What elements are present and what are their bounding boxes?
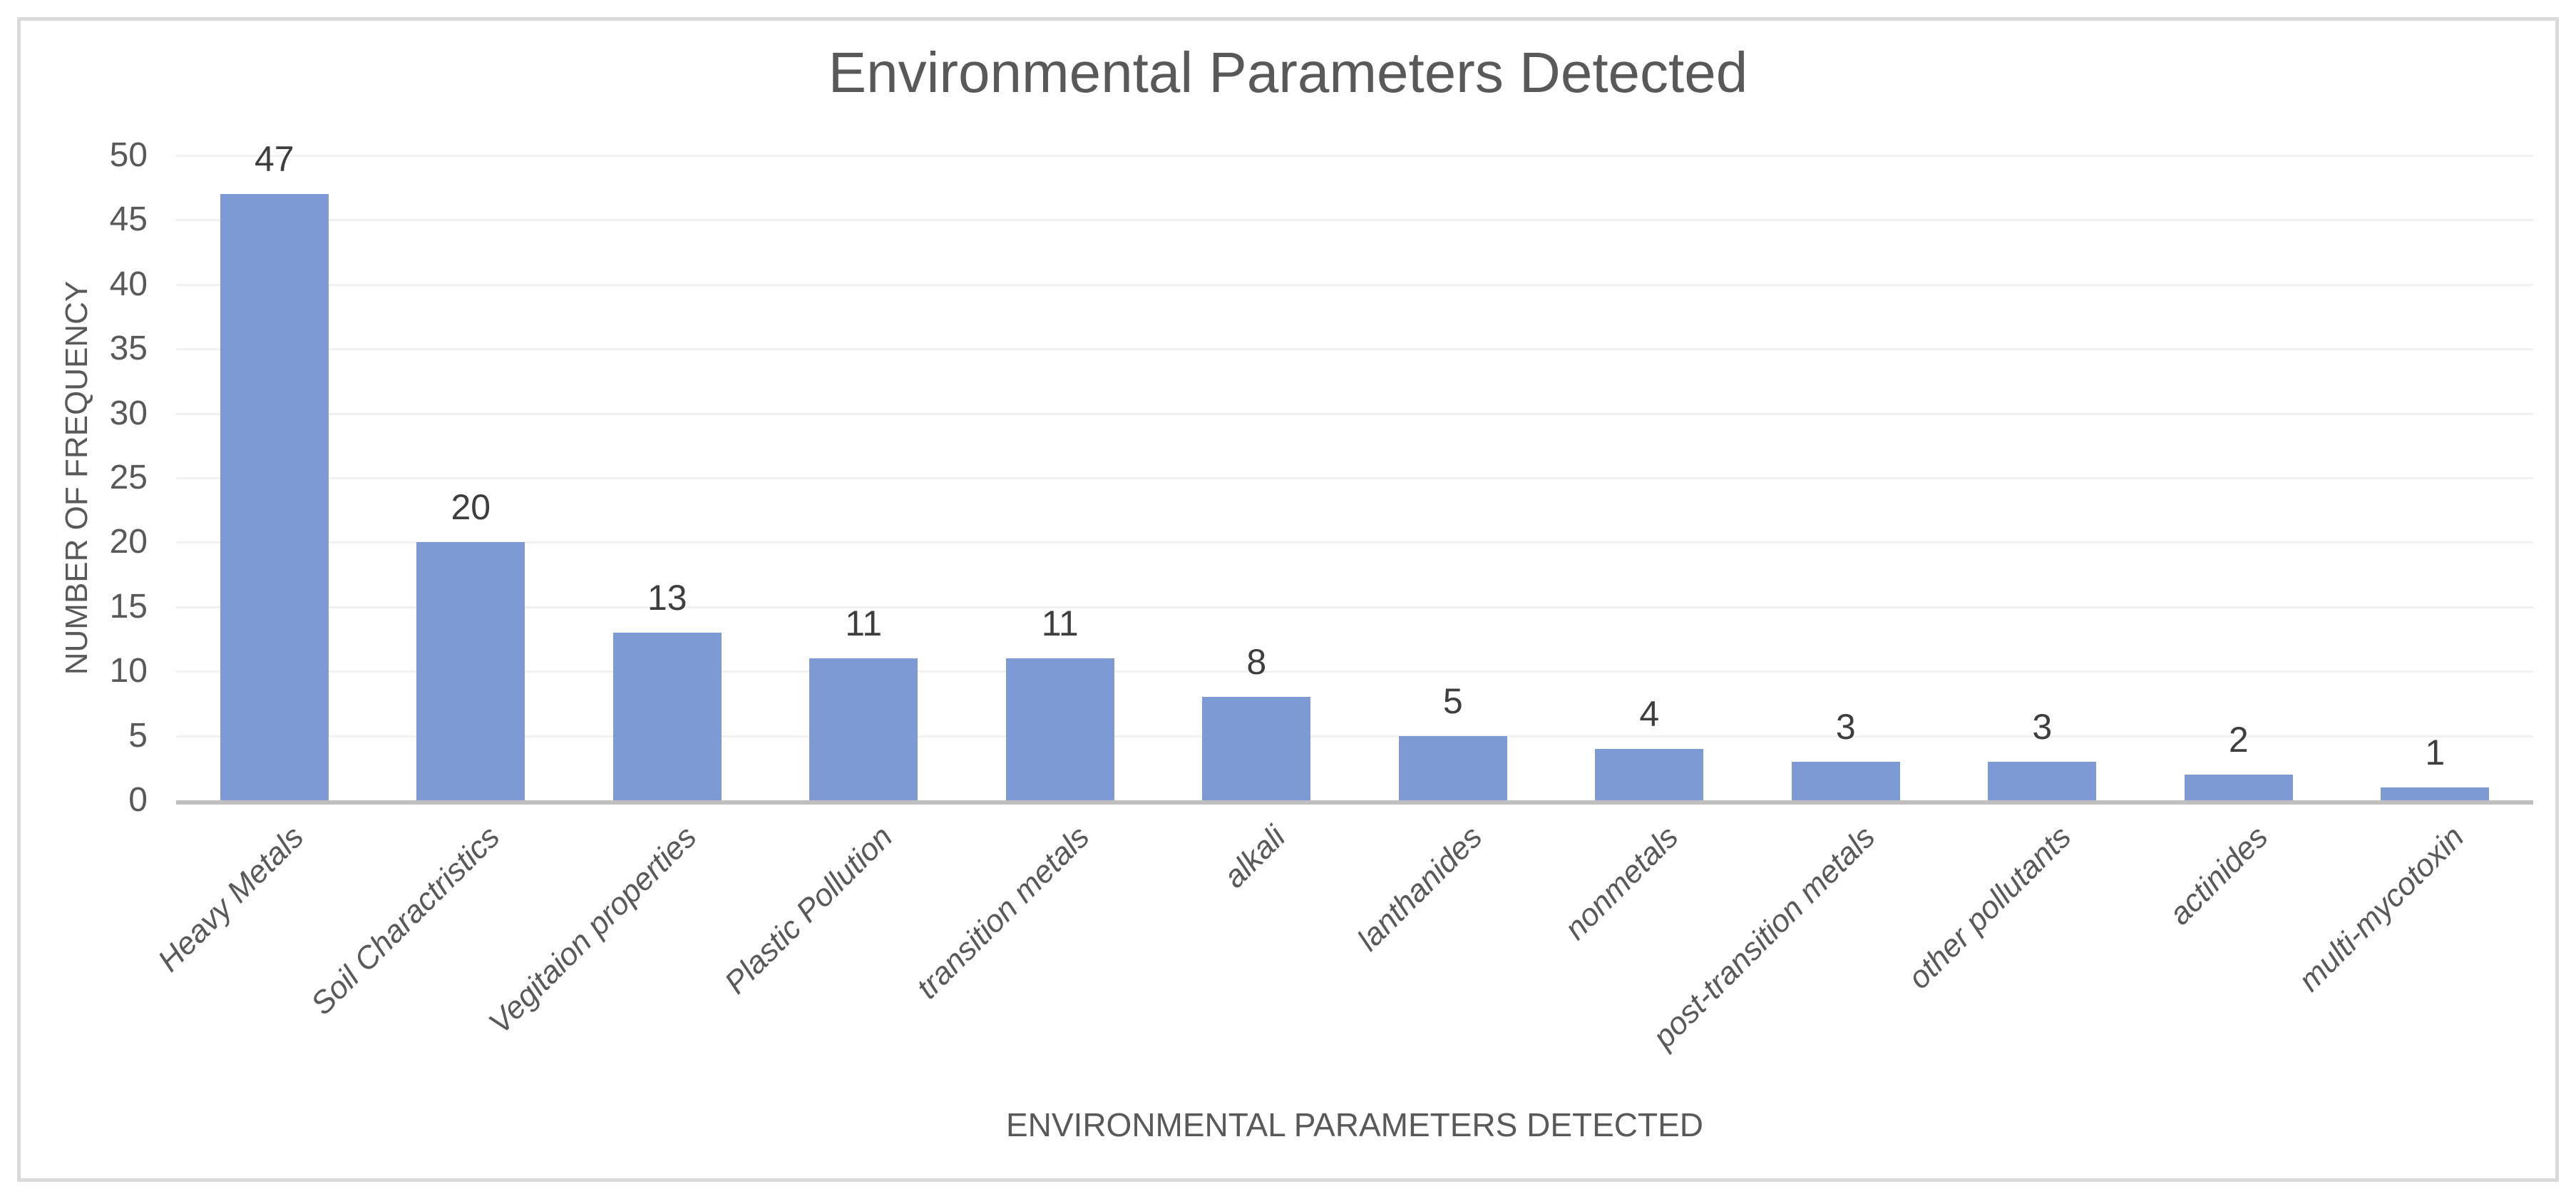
bar-value-label: 20 bbox=[451, 487, 491, 528]
bar-other-pollutants bbox=[1988, 761, 2097, 800]
gridline-y-30 bbox=[176, 412, 2533, 415]
x-axis-title: ENVIRONMENTAL PARAMETERS DETECTED bbox=[1005, 1106, 1704, 1143]
y-tick-label-0: 0 bbox=[128, 781, 148, 819]
bar-nonmetals bbox=[1595, 748, 1704, 800]
bar-alkali bbox=[1202, 697, 1311, 800]
bar-value-label: 2 bbox=[2228, 719, 2249, 760]
y-tick-label-40: 40 bbox=[109, 265, 148, 303]
bar-post-transition-metals bbox=[1791, 761, 1900, 800]
bar-value-label: 4 bbox=[1639, 693, 1660, 734]
bar-value-label: 3 bbox=[1835, 706, 1856, 747]
bar-value-label: 1 bbox=[2425, 732, 2446, 772]
y-tick-label-25: 25 bbox=[109, 459, 148, 496]
bar-vegitaion-properties bbox=[612, 632, 722, 800]
y-tick-label-10: 10 bbox=[109, 652, 148, 690]
gridline-y-20 bbox=[176, 541, 2533, 544]
bar-transition-metals bbox=[1005, 658, 1114, 800]
gridline-y-15 bbox=[176, 606, 2533, 608]
bar-value-label: 47 bbox=[254, 139, 294, 180]
y-tick-label-20: 20 bbox=[109, 523, 148, 561]
bar-value-label: 5 bbox=[1442, 680, 1463, 721]
y-tick-label-15: 15 bbox=[109, 587, 148, 626]
x-axis-line bbox=[176, 800, 2533, 805]
bar-multi-mycotoxin bbox=[2381, 787, 2490, 800]
chart-title: Environmental Parameters Detected bbox=[828, 41, 1748, 104]
gridline-y-10 bbox=[176, 670, 2533, 673]
gridline-y-50 bbox=[176, 155, 2533, 157]
bar-soil-charactristics bbox=[416, 542, 525, 800]
y-tick-label-50: 50 bbox=[109, 136, 148, 174]
gridline-y-35 bbox=[176, 348, 2533, 351]
y-tick-label-30: 30 bbox=[109, 394, 148, 432]
bar-value-label: 13 bbox=[647, 577, 687, 618]
y-tick-label-5: 5 bbox=[128, 716, 148, 755]
bar-value-label: 11 bbox=[845, 603, 883, 644]
bar-actinides bbox=[2184, 774, 2293, 800]
bar-value-label: 11 bbox=[1041, 603, 1079, 644]
gridline-y-25 bbox=[176, 477, 2533, 479]
bar-value-label: 8 bbox=[1246, 642, 1267, 683]
y-tick-label-45: 45 bbox=[109, 200, 148, 239]
bar-plastic-pollution bbox=[809, 658, 918, 800]
bar-lanthanides bbox=[1398, 735, 1507, 800]
y-tick-label-35: 35 bbox=[109, 330, 148, 368]
gridline-y-5 bbox=[176, 735, 2533, 738]
bar-heavy-metals bbox=[220, 194, 329, 800]
gridline-y-40 bbox=[176, 283, 2533, 286]
gridline-y-45 bbox=[176, 219, 2533, 222]
bar-value-label: 3 bbox=[2032, 706, 2053, 747]
